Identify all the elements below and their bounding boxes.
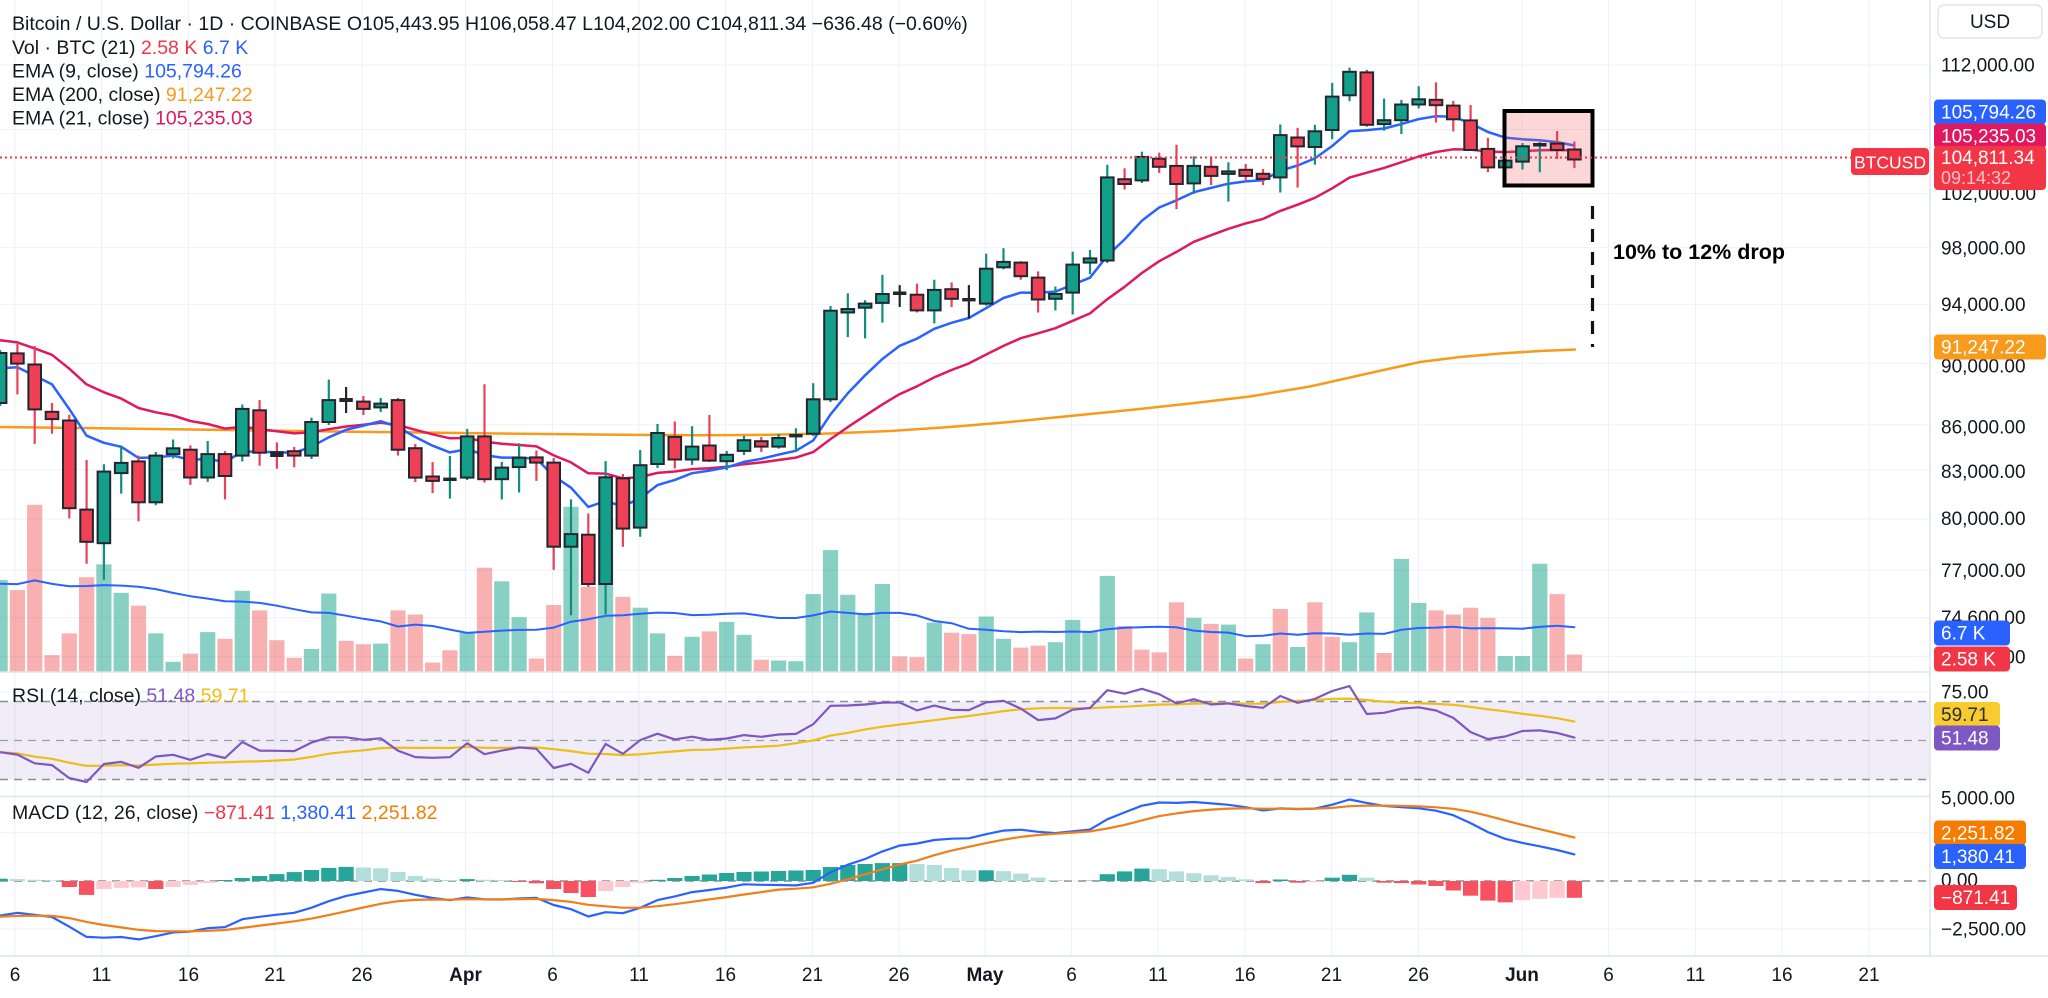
svg-text:16: 16 xyxy=(1234,965,1255,986)
svg-text:6: 6 xyxy=(10,965,21,986)
svg-text:86,000.00: 86,000.00 xyxy=(1941,418,2026,439)
svg-text:21: 21 xyxy=(264,965,285,986)
svg-text:5,000.00: 5,000.00 xyxy=(1941,789,2015,810)
svg-text:Apr: Apr xyxy=(449,965,482,986)
svg-text:09:14:32: 09:14:32 xyxy=(1941,168,2011,188)
svg-text:105,794.26: 105,794.26 xyxy=(1941,103,2036,124)
svg-text:1,380.41: 1,380.41 xyxy=(1941,847,2015,868)
svg-text:May: May xyxy=(967,965,1004,986)
svg-text:USD: USD xyxy=(1970,12,2010,33)
svg-text:11: 11 xyxy=(1686,965,1706,986)
svg-text:2.58 K: 2.58 K xyxy=(1941,650,1996,671)
svg-text:59.71: 59.71 xyxy=(1941,705,1989,726)
svg-text:−871.41: −871.41 xyxy=(1941,888,2010,909)
svg-text:91,247.22: 91,247.22 xyxy=(1941,338,2026,359)
svg-text:77,000.00: 77,000.00 xyxy=(1941,561,2026,582)
svg-text:51.48: 51.48 xyxy=(1941,729,1989,750)
svg-text:21: 21 xyxy=(802,965,823,986)
svg-text:EMA (21, close) 105,235.03: EMA (21, close) 105,235.03 xyxy=(12,108,253,130)
svg-text:−2,500.00: −2,500.00 xyxy=(1941,920,2026,941)
svg-text:6: 6 xyxy=(547,965,558,986)
svg-text:Vol · BTC (21) 2.58 K 6.7 K: Vol · BTC (21) 2.58 K 6.7 K xyxy=(12,37,248,59)
svg-text:16: 16 xyxy=(178,965,199,986)
svg-text:26: 26 xyxy=(1408,965,1429,986)
svg-text:75.00: 75.00 xyxy=(1941,683,1989,704)
svg-text:83,000.00: 83,000.00 xyxy=(1941,462,2026,483)
svg-text:2,251.82: 2,251.82 xyxy=(1941,824,2015,845)
svg-text:112,000.00: 112,000.00 xyxy=(1941,56,2035,77)
svg-text:6: 6 xyxy=(1603,965,1614,986)
svg-text:Jun: Jun xyxy=(1505,965,1539,986)
svg-text:EMA (200, close) 91,247.22: EMA (200, close) 91,247.22 xyxy=(12,84,253,106)
svg-text:RSI (14, close) 51.48 59.71: RSI (14, close) 51.48 59.71 xyxy=(12,685,249,707)
svg-text:11: 11 xyxy=(629,965,649,986)
svg-text:90,000.00: 90,000.00 xyxy=(1941,357,2026,378)
svg-text:10% to 12% drop: 10% to 12% drop xyxy=(1613,240,1785,264)
svg-text:80,000.00: 80,000.00 xyxy=(1941,509,2026,530)
svg-text:104,811.34: 104,811.34 xyxy=(1941,148,2035,169)
svg-text:6: 6 xyxy=(1066,965,1077,986)
svg-text:EMA (9, close) 105,794.26: EMA (9, close) 105,794.26 xyxy=(12,61,242,83)
svg-text:6.7 K: 6.7 K xyxy=(1941,624,1986,645)
svg-text:BTCUSD: BTCUSD xyxy=(1854,153,1926,173)
svg-text:16: 16 xyxy=(1771,965,1792,986)
svg-text:21: 21 xyxy=(1321,965,1342,986)
svg-text:26: 26 xyxy=(888,965,909,986)
svg-text:11: 11 xyxy=(92,965,112,986)
svg-text:Bitcoin / U.S. Dollar · 1D · C: Bitcoin / U.S. Dollar · 1D · COINBASE O1… xyxy=(12,13,968,35)
svg-text:98,000.00: 98,000.00 xyxy=(1941,238,2026,259)
svg-text:94,000.00: 94,000.00 xyxy=(1941,295,2026,316)
svg-text:MACD (12, 26, close) −871.41: MACD (12, 26, close) −871.41 1,380.41 2,… xyxy=(12,802,438,824)
svg-text:11: 11 xyxy=(1148,965,1168,986)
svg-text:21: 21 xyxy=(1858,965,1879,986)
svg-text:105,235.03: 105,235.03 xyxy=(1941,127,2036,148)
svg-text:26: 26 xyxy=(351,965,372,986)
svg-text:16: 16 xyxy=(715,965,736,986)
